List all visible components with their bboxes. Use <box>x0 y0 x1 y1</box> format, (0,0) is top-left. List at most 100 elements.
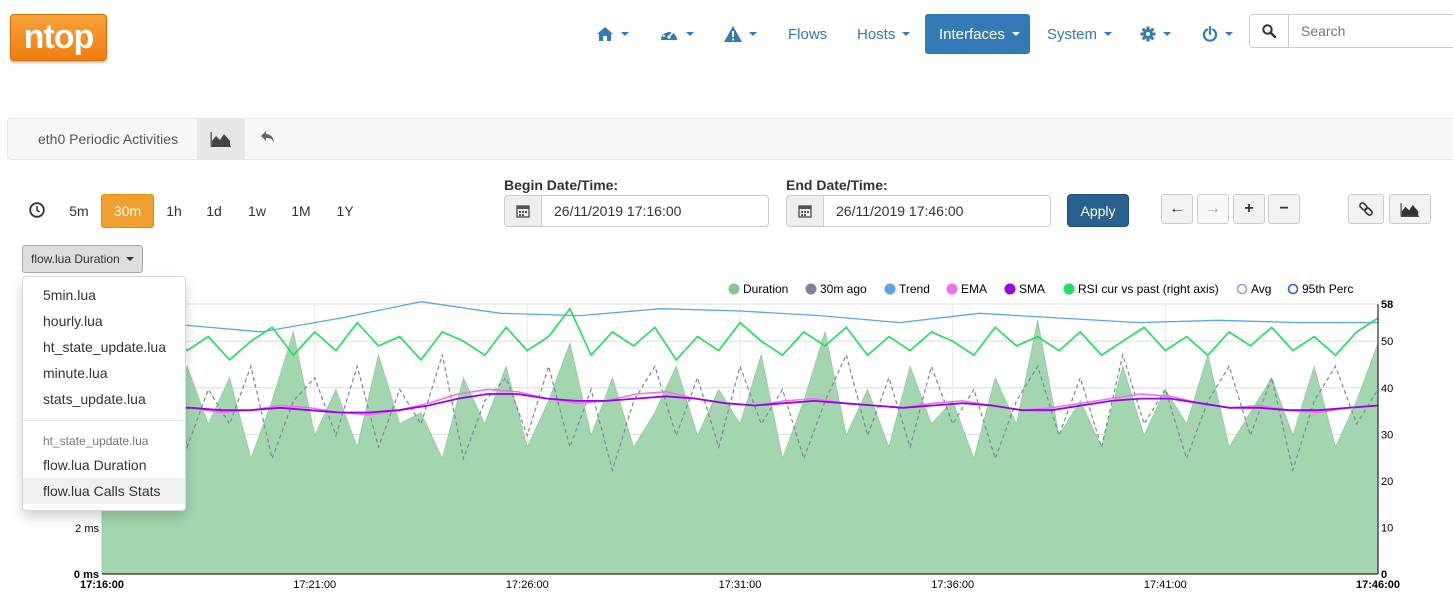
range-1Y-button[interactable]: 1Y <box>336 203 354 219</box>
arrow-right-icon: → <box>1205 200 1221 217</box>
caret-icon <box>1225 32 1233 36</box>
logo-text: ntop <box>23 18 95 56</box>
y-right-tick-label: 0 <box>1381 569 1387 581</box>
end-date-label: End Date/Time: <box>786 177 888 193</box>
begin-date-picker: 26/11/2019 17:16:00 <box>504 195 769 227</box>
end-date-input[interactable]: 26/11/2019 17:46:00 <box>824 195 1051 227</box>
legend-marker <box>1063 283 1075 295</box>
x-tick-label: 17:41:00 <box>1144 579 1187 591</box>
zoom-in-button[interactable]: + <box>1233 194 1265 224</box>
arrow-left-icon: ← <box>1169 200 1185 217</box>
home-icon <box>597 27 613 41</box>
page-title[interactable]: eth0 Periodic Activities <box>38 131 179 147</box>
alert-icon <box>724 26 742 42</box>
chart-mode-button[interactable] <box>1389 194 1431 224</box>
caret-icon <box>125 257 134 261</box>
begin-date-input[interactable]: 26/11/2019 17:16:00 <box>542 195 769 227</box>
series-sma-line <box>102 393 1379 414</box>
menu-item-minute-lua[interactable]: minute.lua <box>43 365 108 381</box>
zoom-out-button[interactable]: − <box>1268 194 1300 224</box>
range-30m-button[interactable]: 30m <box>101 194 154 228</box>
area-chart-icon <box>1400 202 1420 217</box>
series-rsi-line <box>101 307 1379 362</box>
range-5m-button[interactable]: 5m <box>69 203 89 219</box>
nav-interfaces-menu[interactable]: Interfaces <box>925 14 1030 54</box>
area-chart-icon <box>210 132 231 147</box>
search-icon <box>1262 24 1276 38</box>
legend-marker <box>946 283 958 295</box>
nav-hosts-menu[interactable]: Hosts <box>843 14 924 54</box>
metric-dropdown-button[interactable]: flow.lua Duration <box>22 245 143 273</box>
caret-icon <box>686 32 694 36</box>
legend-label: Duration <box>743 282 788 296</box>
caret-icon <box>621 32 629 36</box>
metric-dropdown-label: flow.lua Duration <box>31 252 120 266</box>
metric-dropdown-menu: 5min.lua hourly.lua ht_state_update.lua … <box>22 276 186 511</box>
legend-marker <box>1004 283 1016 295</box>
zoom-forward-button[interactable]: → <box>1197 194 1229 224</box>
link-icon <box>1359 202 1373 216</box>
page-subnav: eth0 Periodic Activities <box>7 118 1453 160</box>
legend-marker <box>805 283 817 295</box>
nav-power-menu[interactable] <box>1188 14 1247 54</box>
nav-hosts-label: Hosts <box>857 25 896 43</box>
series-duration-area <box>101 320 1379 575</box>
legend-label: EMA <box>961 282 987 296</box>
menu-item-ht-state-update-lua[interactable]: ht_state_update.lua <box>43 339 166 355</box>
apply-button[interactable]: Apply <box>1067 194 1129 227</box>
y-right-tick-label: 20 <box>1381 476 1393 488</box>
legend-label: Trend <box>899 282 930 296</box>
ntop-logo[interactable]: ntop <box>10 14 107 61</box>
caret-icon <box>1163 32 1171 36</box>
nav-flows[interactable]: Flows <box>774 14 841 54</box>
zoom-back-button[interactable]: ← <box>1161 194 1193 224</box>
legend-label: Avg <box>1251 282 1271 296</box>
range-1M-button[interactable]: 1M <box>291 203 311 219</box>
chart-view-tab[interactable] <box>197 119 245 159</box>
legend-label: SMA <box>1019 282 1045 296</box>
caret-icon <box>1011 32 1020 36</box>
minus-icon: − <box>1279 200 1289 217</box>
calendar-icon[interactable] <box>504 195 542 227</box>
y-right-tick-label: 58 <box>1381 299 1393 311</box>
menu-item-flow-lua-duration[interactable]: flow.lua Duration <box>43 457 147 473</box>
range-1d-button[interactable]: 1d <box>206 203 222 219</box>
caret-icon <box>749 32 757 36</box>
x-tick-label: 17:21:00 <box>293 579 336 591</box>
nav-interfaces-label: Interfaces <box>939 25 1005 43</box>
menu-item-5min-lua[interactable]: 5min.lua <box>43 287 96 303</box>
menu-item-flow-lua-calls-stats[interactable]: flow.lua Calls Stats <box>23 478 185 504</box>
y-left-tick-label: 0 ms <box>74 569 99 581</box>
menu-item-stats-update-lua[interactable]: stats_update.lua <box>43 391 146 407</box>
search-input[interactable] <box>1288 14 1453 48</box>
legend-label: 95th Perc <box>1302 282 1353 296</box>
legend-marker <box>1287 283 1299 295</box>
menu-section-header: ht_state_update.lua <box>43 434 149 448</box>
menu-item-hourly-lua[interactable]: hourly.lua <box>43 313 103 329</box>
calendar-icon[interactable] <box>786 195 824 227</box>
nav-system-menu[interactable]: System <box>1033 14 1126 54</box>
permalink-button[interactable] <box>1348 194 1384 224</box>
range-1h-button[interactable]: 1h <box>166 203 182 219</box>
y-right-tick-label: 30 <box>1381 429 1393 441</box>
legend-label: RSI cur vs past (right axis) <box>1078 282 1219 296</box>
x-tick-label: 17:31:00 <box>719 579 762 591</box>
nav-dashboard-menu[interactable] <box>645 14 708 54</box>
caret-icon <box>1104 32 1113 36</box>
x-tick-label: 17:46:00 <box>1356 579 1400 591</box>
begin-date-label: Begin Date/Time: <box>504 177 619 193</box>
y-right-tick-label: 50 <box>1381 336 1393 348</box>
range-1w-button[interactable]: 1w <box>248 203 266 219</box>
menu-divider <box>23 420 185 421</box>
nav-settings-menu[interactable] <box>1126 14 1185 54</box>
power-icon <box>1202 26 1218 42</box>
clock-icon <box>29 202 45 218</box>
nav-alerts-menu[interactable] <box>710 14 771 54</box>
nav-home-menu[interactable] <box>582 14 643 54</box>
x-tick-label: 17:16:00 <box>80 579 124 591</box>
legend-label: 30m ago <box>820 282 867 296</box>
plus-icon: + <box>1244 200 1254 217</box>
back-arrow-icon[interactable] <box>260 129 276 145</box>
x-tick-label: 17:26:00 <box>506 579 549 591</box>
search-button[interactable] <box>1249 14 1289 48</box>
